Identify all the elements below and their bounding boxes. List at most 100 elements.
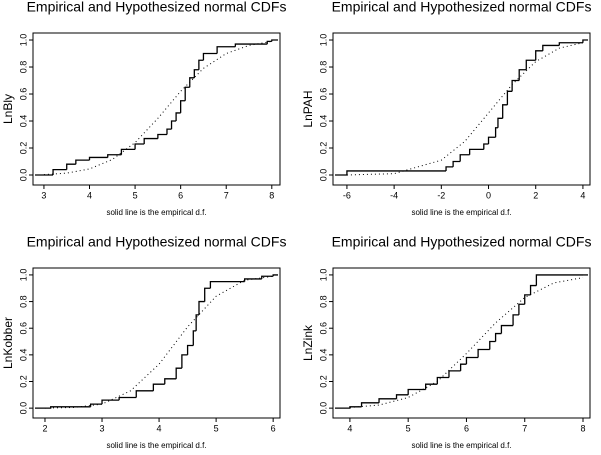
ecdf-step: [452, 160, 461, 167]
y-tick-label: 0.2: [18, 142, 28, 155]
ecdf-step: [88, 156, 108, 161]
y-tick-label: 0.4: [318, 115, 328, 128]
y-tick-label: 0.6: [318, 88, 328, 101]
x-tick-label: 6: [464, 423, 469, 433]
ecdf-step: [487, 136, 496, 144]
x-axis-label: solid line is the empirical d.f.: [106, 441, 206, 450]
panel: Empirical and Hypothesized normal CDFs -6…: [301, 0, 591, 217]
panel-title: Empirical and Hypothesized normal CDFs: [27, 0, 287, 15]
ecdf-step: [465, 356, 479, 365]
panel-title: Empirical and Hypothesized normal CDFs: [332, 0, 592, 15]
y-tick-label: 0.8: [318, 61, 328, 74]
ecdf-step: [164, 378, 177, 385]
ecdf-step: [448, 370, 461, 378]
y-axis-label: LnZink: [301, 324, 315, 361]
ecdf-step: [175, 367, 182, 379]
x-tick-label: 4: [580, 190, 585, 200]
x-axis-label: solid line is the empirical d.f.: [411, 208, 511, 217]
plot-frame: [332, 32, 591, 186]
x-tick-label: 6: [178, 190, 183, 200]
x-tick-label: -4: [390, 190, 398, 200]
x-tick-label: 4: [87, 190, 92, 200]
ecdf-step: [189, 77, 195, 88]
ecdf-step: [193, 69, 199, 78]
ecdf-step: [518, 69, 527, 81]
ecdf-step: [52, 168, 67, 176]
y-tick-label: 0.8: [318, 295, 328, 308]
ecdf-step: [425, 383, 438, 390]
x-tick-label: 3: [41, 190, 46, 200]
y-axis-label: LnKobber: [1, 317, 15, 369]
ecdf-step: [407, 388, 426, 395]
ecdf-step: [181, 354, 188, 369]
plot-frame: [32, 267, 281, 419]
ecdf-step: [506, 90, 513, 105]
ecdf-step: [261, 275, 274, 279]
y-tick-label: 0.4: [318, 349, 328, 362]
ecdf-step: [184, 86, 190, 101]
ecdf-step: [170, 120, 177, 130]
x-tick-label: 6: [271, 423, 276, 433]
ecdf-step: [494, 332, 502, 342]
normal-cdf: [44, 275, 274, 409]
plot-frame: [332, 267, 591, 419]
y-tick-label: 1.0: [18, 269, 28, 282]
ecdf-step: [180, 100, 186, 113]
ecdf-step: [186, 344, 194, 355]
y-tick-label: 0.8: [18, 295, 28, 308]
x-tick-label: 2: [42, 423, 47, 433]
y-tick-label: 0.0: [18, 402, 28, 415]
ecdf-step: [535, 50, 543, 61]
ecdf-step: [198, 300, 205, 315]
ecdf-step: [202, 52, 218, 61]
x-tick-label: 5: [406, 423, 411, 433]
ecdf-step: [157, 133, 167, 139]
x-tick-label: 7: [224, 190, 229, 200]
ecdf-step: [75, 159, 90, 165]
ecdf-step: [483, 143, 489, 150]
x-tick-label: -2: [437, 190, 445, 200]
x-tick-label: 5: [214, 423, 219, 433]
ecdf-step: [272, 274, 278, 277]
ecdf-step: [558, 42, 583, 46]
ecdf-step: [134, 143, 145, 150]
ecdf-step: [209, 280, 245, 289]
ecdf-step: [143, 137, 158, 144]
panel: Empirical and Hypothesized normal CDFs 2 3…: [1, 234, 286, 450]
panel: Empirical and Hypothesized normal CDFs 4 5…: [301, 234, 591, 450]
y-tick-label: 0.6: [18, 88, 28, 101]
ecdf-step: [459, 154, 470, 162]
y-tick-label: 1.0: [318, 269, 328, 282]
x-axis-label: solid line is the empirical d.f.: [106, 208, 206, 217]
y-tick-label: 0.4: [18, 115, 28, 128]
x-tick-label: 7: [522, 423, 527, 433]
ecdf-step: [335, 170, 447, 176]
panel-title: Empirical and Hypothesized normal CDFs: [27, 234, 287, 250]
y-tick-label: 0.0: [318, 169, 328, 182]
ecdf-step: [204, 287, 211, 302]
x-axis-label: solid line is the empirical d.f.: [411, 441, 511, 450]
ecdf-step: [120, 148, 136, 155]
ecdf-step: [378, 398, 397, 403]
ecdf-step: [175, 112, 181, 122]
x-tick-label: 2: [533, 190, 538, 200]
ecdf-step: [66, 163, 76, 170]
ecdf-step: [524, 294, 531, 305]
x-tick-label: 3: [100, 423, 105, 433]
ecdf-step: [529, 284, 537, 295]
ecdf-step: [243, 278, 262, 282]
ecdf-step: [216, 46, 236, 54]
ecdf-step: [582, 39, 588, 43]
ecdf-step: [497, 117, 503, 128]
ecdf-step: [542, 44, 560, 51]
y-tick-label: 0.4: [18, 349, 28, 362]
ecdf-step: [266, 40, 272, 45]
y-tick-label: 0.2: [318, 142, 328, 155]
ecdf-step: [152, 383, 165, 391]
ecdf-step: [89, 403, 103, 407]
panel-title: Empirical and Hypothesized normal CDFs: [332, 234, 592, 250]
ecdf-step: [135, 390, 154, 398]
ecdf-step: [234, 43, 268, 47]
ecdf-step: [192, 330, 197, 346]
